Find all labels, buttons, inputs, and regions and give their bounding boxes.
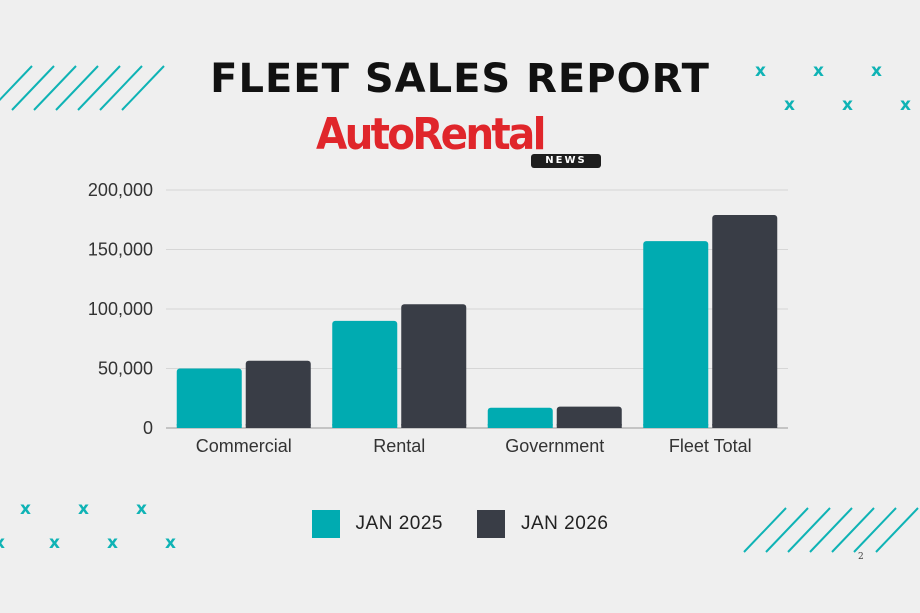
bar-base	[712, 424, 778, 428]
logo-news-tag: NEWS	[531, 154, 601, 168]
bar-base	[487, 424, 553, 428]
stripes-top-left-icon	[0, 65, 165, 111]
bar-base	[332, 424, 398, 428]
page-number: 2	[858, 552, 864, 562]
bar-rental-2026	[401, 304, 467, 428]
bar-base	[245, 424, 311, 428]
bar-base	[401, 424, 467, 428]
legend-item-2025: JAN 2025	[311, 510, 443, 538]
x-mark-icon: x	[900, 95, 911, 115]
x-mark-icon: x	[0, 535, 5, 552]
legend-item-2026: JAN 2026	[477, 510, 608, 538]
bar-commercial-2025	[176, 368, 242, 428]
bar-rental-2025	[332, 320, 398, 428]
x-mark-icon: x	[755, 61, 766, 81]
x-mark-icon: x	[165, 533, 176, 553]
x-mark-icon: x	[78, 499, 89, 519]
bar-government-2026	[556, 406, 622, 428]
bar-chart: 0 50,000 100,000 150,000 200,000 Commercial Re…	[88, 180, 788, 456]
bar-base	[643, 424, 709, 428]
y-tick-label: 200,000	[88, 180, 153, 200]
bar-base	[556, 424, 622, 428]
legend-label-2026: JAN 2026	[521, 513, 609, 534]
chart-legend: JAN 2025 JAN 2026	[0, 510, 920, 538]
stripes-bottom-right-icon	[743, 507, 919, 553]
y-tick-label: 50,000	[98, 359, 153, 379]
x-tick-label: Commercial	[196, 436, 292, 456]
x-tick-label: Government	[505, 436, 604, 456]
legend-swatch-2026	[477, 510, 505, 538]
bar-commercial-2026	[245, 360, 311, 428]
x-mark-icon: x	[136, 499, 147, 519]
y-tick-label: 0	[143, 418, 153, 438]
legend-label-2025: JAN 2025	[355, 513, 443, 534]
x-mark-icon: x	[813, 61, 824, 81]
report-title: FLEET SALES REPORT	[210, 56, 710, 102]
x-mark-icon: x	[784, 95, 795, 115]
logo-wordmark: AutoRental	[316, 109, 546, 160]
x-tick-label: Fleet Total	[669, 436, 752, 456]
x-mark-icon: x	[871, 61, 882, 81]
legend-swatch-2025	[311, 510, 340, 538]
y-tick-label: 150,000	[88, 240, 153, 260]
bar-base	[176, 424, 242, 428]
bar-fleet-total-2025	[643, 241, 709, 428]
x-mark-icon: x	[20, 499, 31, 519]
y-tick-label: 100,000	[88, 299, 153, 319]
x-mark-icon: x	[842, 95, 853, 115]
bar-fleet-total-2026	[712, 214, 778, 428]
bar-government-2025	[487, 407, 553, 428]
auto-rental-news-logo: AutoRental NEWS	[316, 112, 606, 170]
x-mark-icon: x	[49, 533, 60, 553]
x-tick-label: Rental	[373, 436, 425, 456]
x-mark-icon: x	[107, 533, 118, 553]
